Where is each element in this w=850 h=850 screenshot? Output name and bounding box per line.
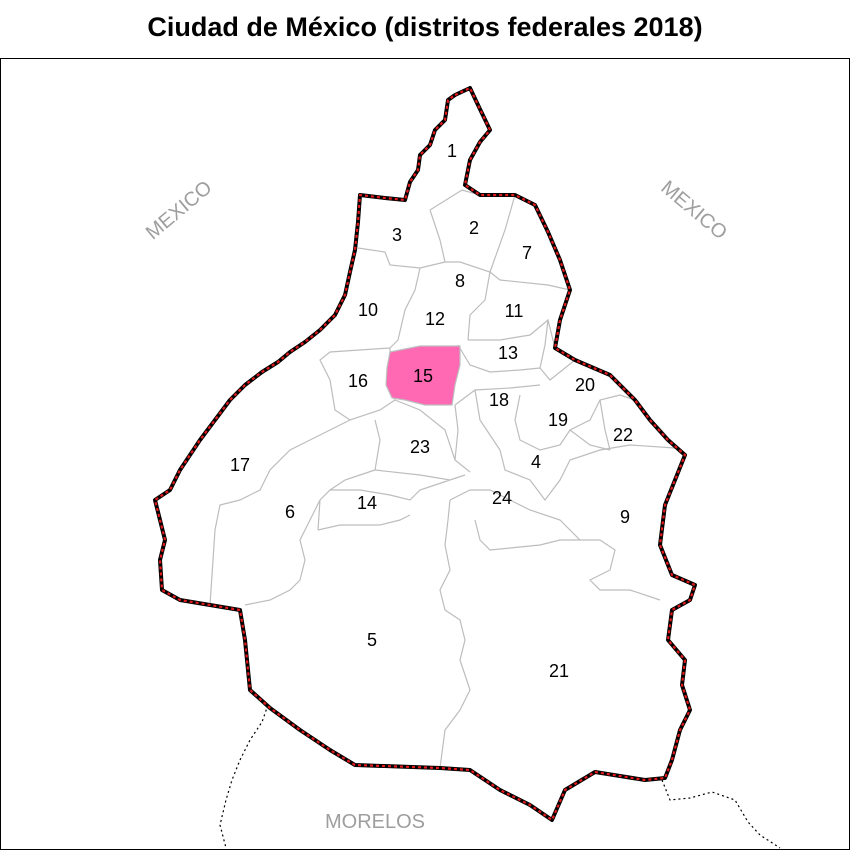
district-label-3: 3 — [392, 225, 402, 245]
state-label-east: MEXICO — [657, 177, 732, 245]
district-label-7: 7 — [522, 243, 532, 263]
map-panel: MEXICO MEXICO MORELOS 1 2 3 4 5 6 7 8 9 … — [0, 58, 850, 850]
district-label-15: 15 — [413, 366, 433, 386]
district-label-9: 9 — [620, 507, 630, 527]
district-label-23: 23 — [410, 437, 430, 457]
district-label-19: 19 — [548, 410, 568, 430]
district-label-10: 10 — [358, 300, 378, 320]
district-label-21: 21 — [549, 661, 569, 681]
state-label-south: MORELOS — [325, 811, 425, 833]
district-label-8: 8 — [455, 271, 465, 291]
district-label-5: 5 — [367, 630, 377, 650]
district-label-20: 20 — [575, 375, 595, 395]
district-label-22: 22 — [613, 425, 633, 445]
city-boundary — [153, 86, 697, 822]
district-label-11: 11 — [505, 301, 524, 321]
district-label-17: 17 — [230, 455, 250, 475]
district-labels: 1 2 3 4 5 6 7 8 9 10 11 12 13 14 15 16 1… — [230, 141, 633, 681]
map-title: Ciudad de México (distritos federales 20… — [147, 12, 703, 42]
morelos-boundary — [219, 704, 781, 849]
district-label-13: 13 — [498, 343, 518, 363]
district-15-highlight[interactable] — [385, 345, 461, 406]
district-label-12: 12 — [425, 309, 445, 329]
state-label-west: MEXICO — [142, 177, 217, 245]
district-label-16: 16 — [348, 371, 368, 391]
district-label-2: 2 — [469, 218, 479, 238]
district-label-14: 14 — [357, 493, 377, 513]
district-label-18: 18 — [489, 390, 509, 410]
map-svg: MEXICO MEXICO MORELOS 1 2 3 4 5 6 7 8 9 … — [0, 58, 850, 850]
district-boundaries — [209, 189, 676, 769]
district-label-1: 1 — [447, 141, 457, 161]
district-label-6: 6 — [285, 502, 295, 522]
district-label-4: 4 — [531, 452, 541, 472]
district-label-24: 24 — [492, 488, 512, 508]
